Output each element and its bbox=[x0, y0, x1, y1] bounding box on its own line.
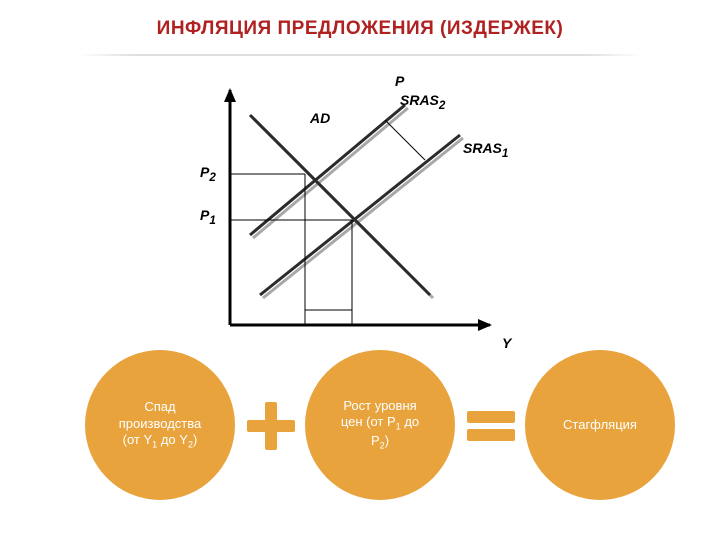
sras1-prefix: SRAS bbox=[463, 140, 502, 156]
sras1-sub: 1 bbox=[502, 147, 508, 160]
p1-sub: 1 bbox=[209, 214, 215, 227]
circle-stagflation: Стагфляция bbox=[525, 350, 675, 500]
p1-prefix: P bbox=[200, 207, 209, 223]
chart-svg bbox=[180, 75, 520, 365]
equation-row: Спад производства (от Y1 до Y2) Рост уро… bbox=[0, 350, 720, 510]
c1-l3c: ) bbox=[193, 432, 197, 447]
equals-icon bbox=[463, 398, 519, 454]
p2-sub: 2 bbox=[209, 171, 215, 184]
c1-l2: производства bbox=[119, 416, 201, 431]
p2-prefix: P bbox=[200, 164, 209, 180]
c1-l3b: до Y bbox=[157, 432, 188, 447]
page-title: ИНФЛЯЦИЯ ПРЕДЛОЖЕНИЯ (ИЗДЕРЖЕК) bbox=[0, 0, 720, 40]
c2-l2a: цен (от P bbox=[341, 414, 396, 429]
label-sras2: SRAS2 bbox=[400, 92, 445, 112]
sras2-prefix: SRAS bbox=[400, 92, 439, 108]
sras2-sub: 2 bbox=[439, 99, 445, 112]
axis-label-y: Y bbox=[502, 335, 511, 351]
c3-text: Стагфляция bbox=[563, 417, 637, 433]
c1-l3a: (от Y bbox=[123, 432, 153, 447]
c1-l1: Спад bbox=[144, 399, 175, 414]
c2-l1: Рост уровня bbox=[343, 398, 416, 413]
label-p2: P2 bbox=[200, 164, 216, 184]
axis-label-p: P bbox=[395, 73, 404, 89]
label-ad: AD bbox=[310, 110, 330, 126]
plus-icon bbox=[243, 398, 299, 454]
label-p1: P1 bbox=[200, 207, 216, 227]
circle-price-rise: Рост уровня цен (от P1 до P2) bbox=[305, 350, 455, 500]
c2-l3b: ) bbox=[385, 433, 389, 448]
cost-push-chart bbox=[180, 75, 520, 365]
label-sras1: SRAS1 bbox=[463, 140, 508, 160]
title-underline bbox=[80, 54, 640, 56]
circle-output-fall: Спад производства (от Y1 до Y2) bbox=[85, 350, 235, 500]
c2-l3a: P bbox=[371, 433, 380, 448]
c2-l2b: до bbox=[401, 414, 419, 429]
